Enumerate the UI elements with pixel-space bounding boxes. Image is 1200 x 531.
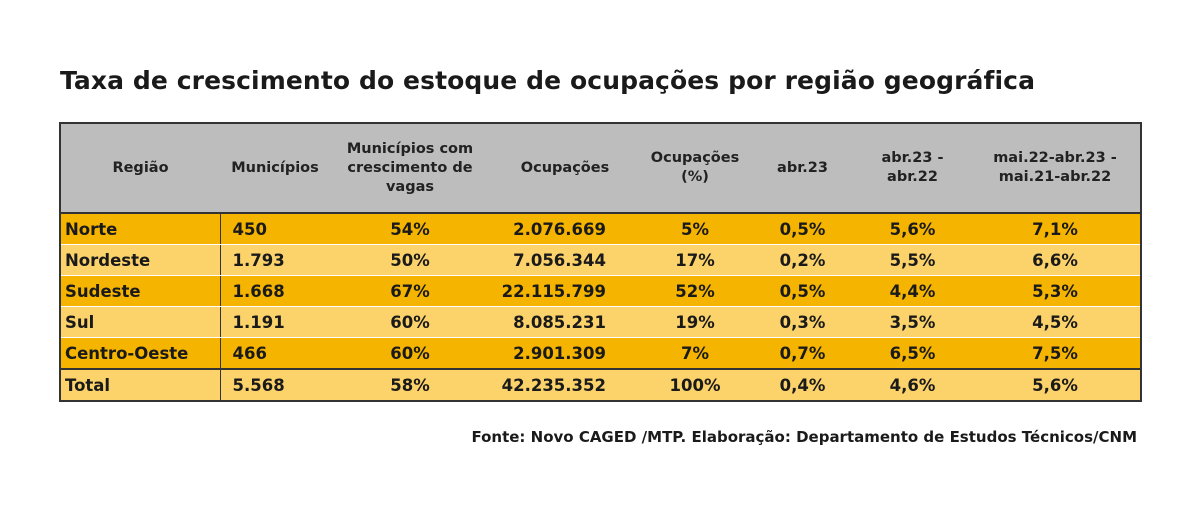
cell-abr23-abr22: 5,5% [855, 244, 970, 276]
cell-abr23-abr22: 6,5% [855, 337, 970, 370]
cell-ocupacoes-pct: 5% [640, 213, 750, 245]
cell-ocupacoes: 8.085.231 [490, 306, 640, 338]
cell-acumulado: 7,1% [970, 213, 1141, 245]
table-row: Nordeste 1.793 50% 7.056.344 17% 0,2% 5,5% 6,6% [60, 244, 1141, 276]
cell-ocupacoes: 22.115.799 [490, 275, 640, 307]
cell-municipios-crescimento: 54% [330, 213, 490, 245]
cell-regiao: Total [60, 368, 221, 401]
cell-municipios-crescimento: 60% [330, 337, 490, 370]
header-row: Região Municípios Municípios com crescim… [60, 123, 1141, 214]
col-header-ocupacoes: Ocupações [490, 123, 640, 214]
cell-ocupacoes: 2.901.309 [490, 337, 640, 370]
cell-abr23-abr22: 5,6% [855, 213, 970, 245]
col-header-abr23: abr.23 [750, 123, 855, 214]
cell-regiao: Centro-Oeste [60, 337, 221, 370]
cell-ocupacoes-pct: 100% [640, 368, 750, 401]
cell-acumulado: 6,6% [970, 244, 1141, 276]
table-row: Sudeste 1.668 67% 22.115.799 52% 0,5% 4,4% 5,3% [60, 275, 1141, 307]
cell-ocupacoes: 7.056.344 [490, 244, 640, 276]
cell-regiao: Sudeste [60, 275, 221, 307]
cell-ocupacoes-pct: 19% [640, 306, 750, 338]
cell-municipios-crescimento: 67% [330, 275, 490, 307]
cell-abr23-abr22: 4,4% [855, 275, 970, 307]
table-row: Norte 450 54% 2.076.669 5% 0,5% 5,6% 7,1% [60, 213, 1141, 245]
cell-acumulado: 4,5% [970, 306, 1141, 338]
cell-ocupacoes: 42.235.352 [490, 368, 640, 401]
cell-ocupacoes: 2.076.669 [490, 213, 640, 245]
cell-abr23: 0,3% [750, 306, 855, 338]
cell-abr23: 0,5% [750, 213, 855, 245]
cell-acumulado: 5,3% [970, 275, 1141, 307]
col-header-abr23-abr22: abr.23 - abr.22 [855, 123, 970, 214]
col-header-ocupacoes-pct: Ocupações (%) [640, 123, 750, 214]
col-header-municipios-crescimento: Municípios com crescimento de vagas [330, 123, 490, 214]
cell-municipios: 450 [220, 213, 330, 245]
cell-regiao: Norte [60, 213, 221, 245]
cell-municipios-crescimento: 50% [330, 244, 490, 276]
cell-abr23: 0,4% [750, 368, 855, 401]
cell-municipios-crescimento: 58% [330, 368, 490, 401]
col-header-acumulado: mai.22-abr.23 - mai.21-abr.22 [970, 123, 1141, 214]
cell-regiao: Sul [60, 306, 221, 338]
cell-abr23: 0,5% [750, 275, 855, 307]
cell-municipios-crescimento: 60% [330, 306, 490, 338]
cell-ocupacoes-pct: 17% [640, 244, 750, 276]
cell-ocupacoes-pct: 7% [640, 337, 750, 370]
source-note: Fonte: Novo CAGED /MTP. Elaboração: Depa… [471, 428, 1137, 446]
cell-municipios: 1.668 [220, 275, 330, 307]
table-row: Sul 1.191 60% 8.085.231 19% 0,3% 3,5% 4,5% [60, 306, 1141, 338]
col-header-municipios: Municípios [220, 123, 330, 214]
cell-acumulado: 7,5% [970, 337, 1141, 370]
cell-municipios: 5.568 [220, 368, 330, 401]
table-row-total: Total 5.568 58% 42.235.352 100% 0,4% 4,6% 5,6% [60, 368, 1141, 401]
cell-municipios: 1.793 [220, 244, 330, 276]
cell-ocupacoes-pct: 52% [640, 275, 750, 307]
cell-municipios: 466 [220, 337, 330, 370]
cell-abr23: 0,2% [750, 244, 855, 276]
col-header-regiao: Região [60, 123, 220, 214]
data-table: Região Municípios Municípios com crescim… [59, 122, 1142, 402]
cell-municipios: 1.191 [220, 306, 330, 338]
cell-abr23: 0,7% [750, 337, 855, 370]
cell-regiao: Nordeste [60, 244, 221, 276]
cell-abr23-abr22: 4,6% [855, 368, 970, 401]
table-row: Centro-Oeste 466 60% 2.901.309 7% 0,7% 6,5% 7,5… [60, 337, 1141, 370]
cell-acumulado: 5,6% [970, 368, 1141, 401]
cell-abr23-abr22: 3,5% [855, 306, 970, 338]
table-title: Taxa de crescimento do estoque de ocupaç… [60, 66, 1036, 95]
